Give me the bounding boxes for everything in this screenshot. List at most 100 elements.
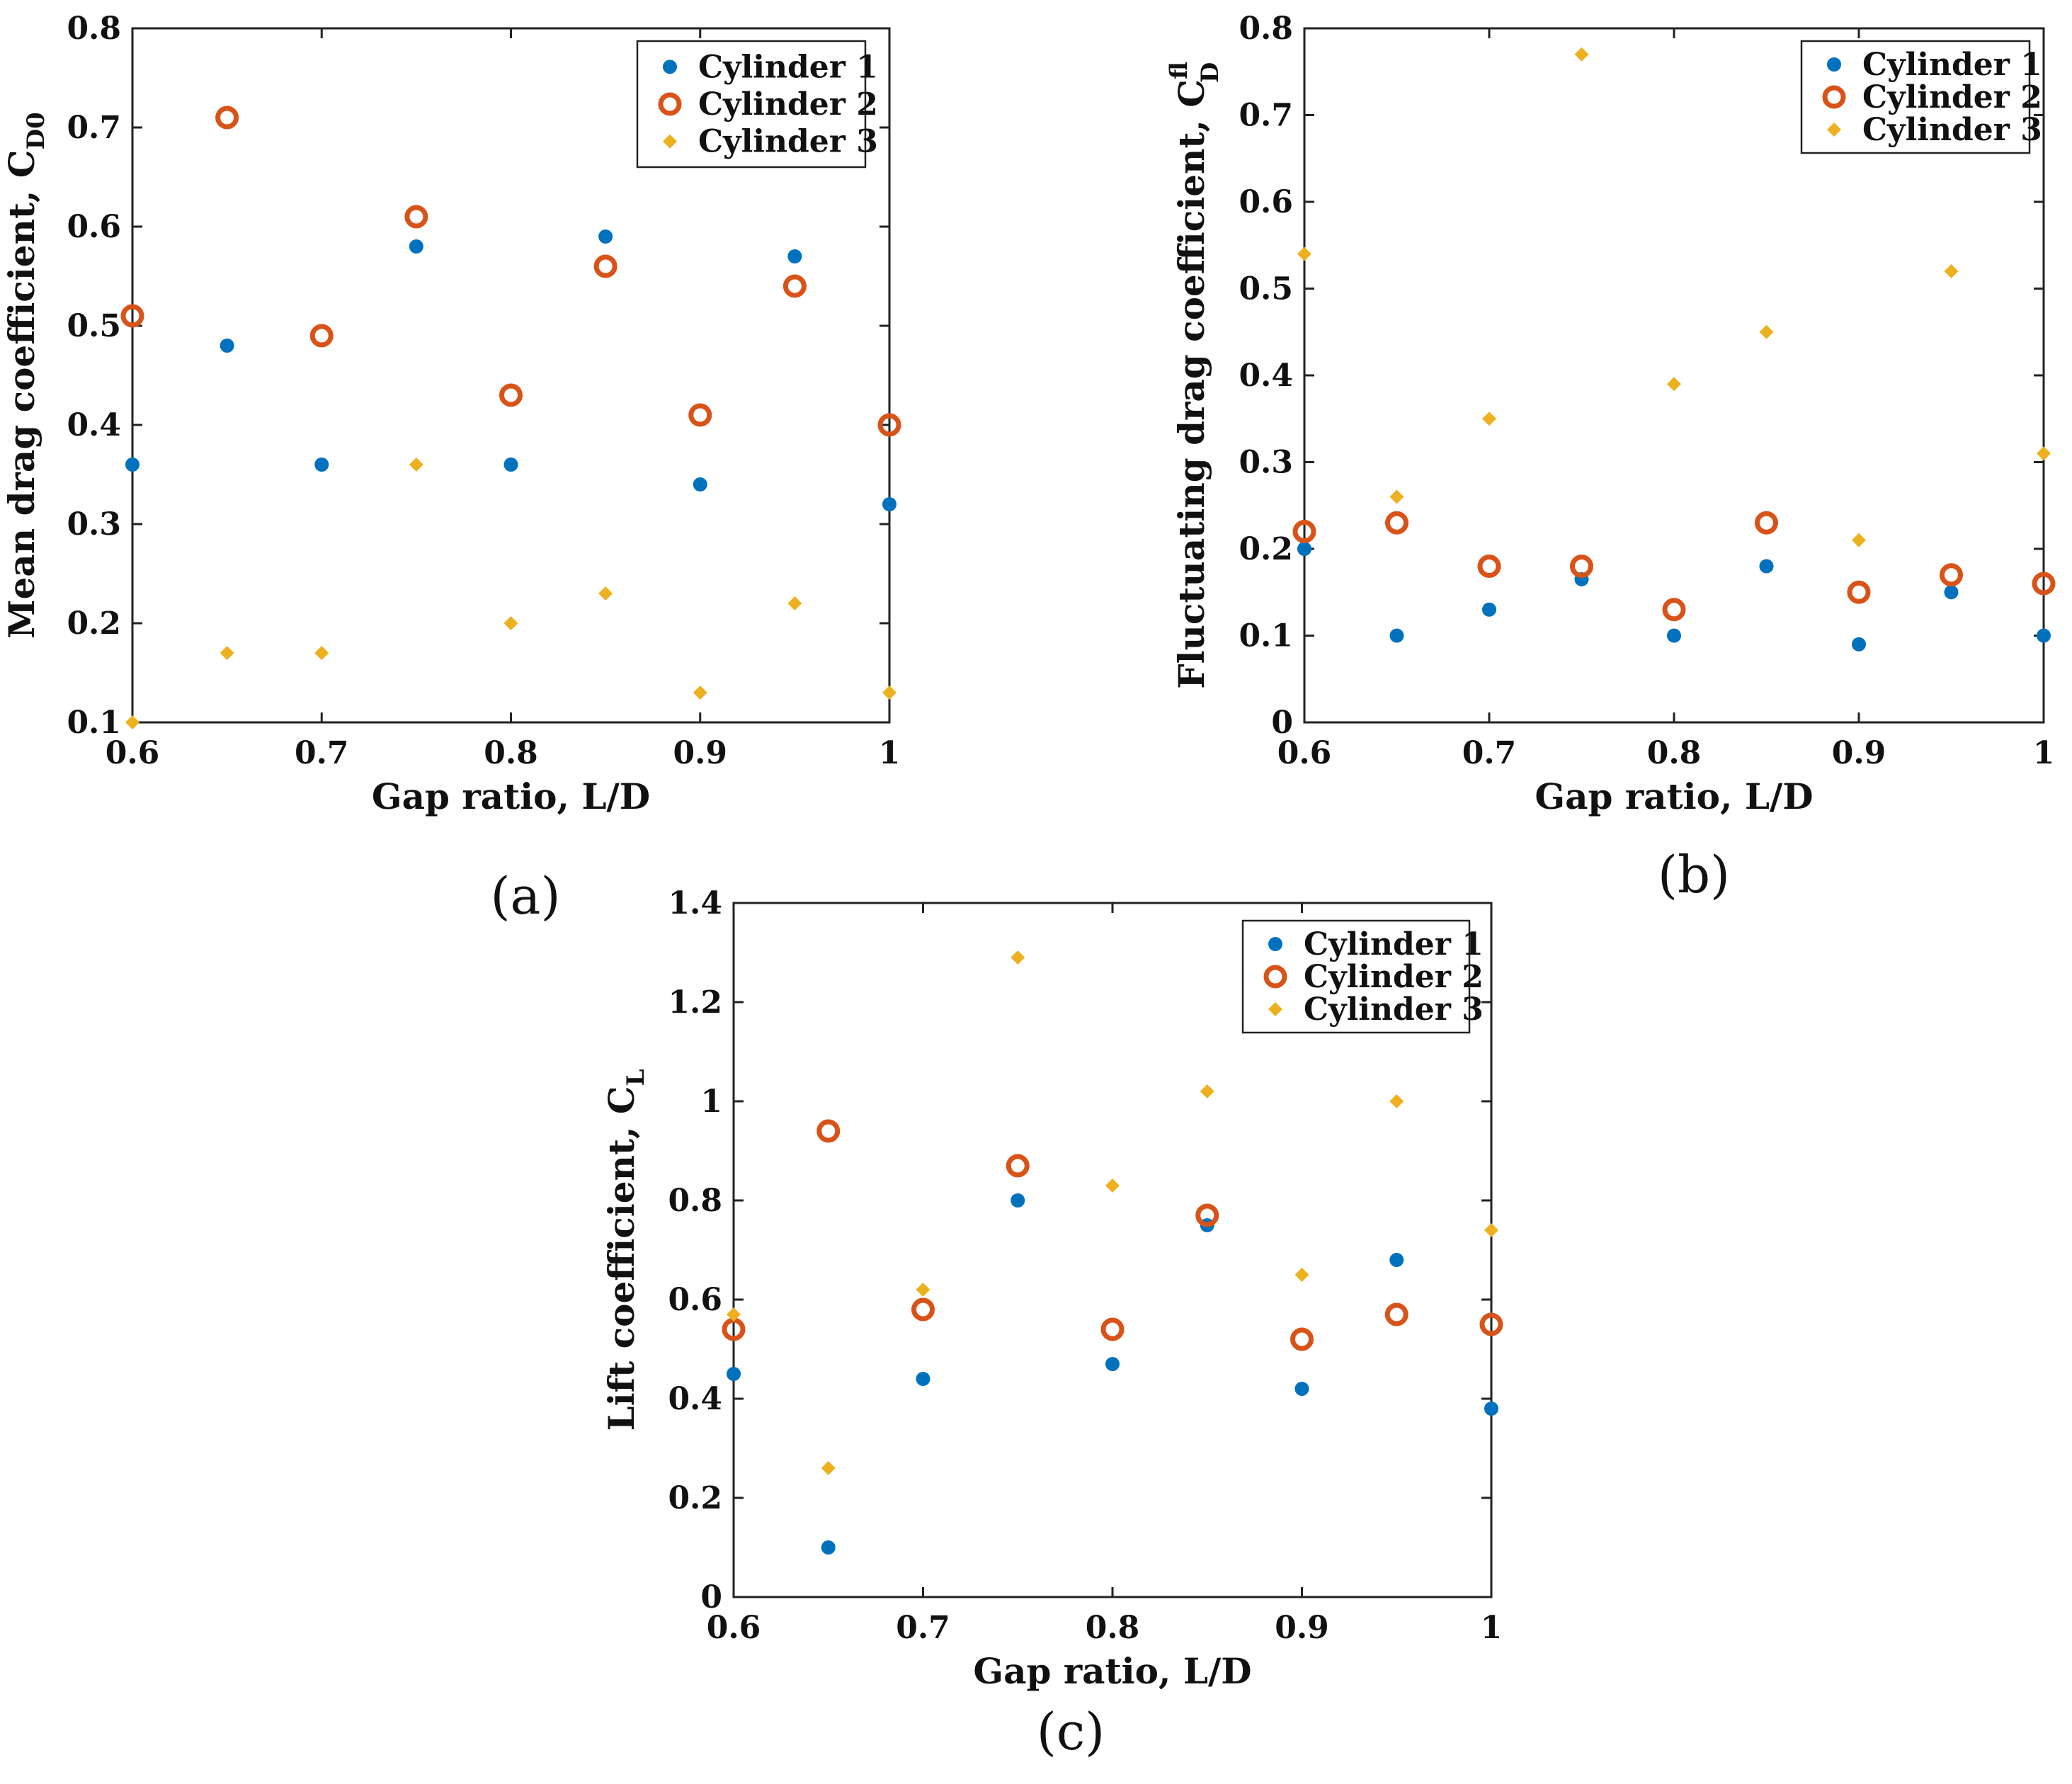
data-point xyxy=(1297,246,1311,261)
legend-entry-label: Cylinder 2 xyxy=(1304,959,1484,995)
data-point xyxy=(693,477,707,492)
panel-label: (a) xyxy=(490,866,560,926)
data-point xyxy=(877,413,901,437)
x-tick-label: 0.6 xyxy=(106,735,160,771)
legend-marker xyxy=(1268,937,1282,951)
x-axis-label: Gap ratio, L/D xyxy=(372,775,650,817)
data-point xyxy=(727,1307,741,1322)
series-cylinder-1 xyxy=(125,229,896,511)
x-tick-label: 1 xyxy=(879,735,901,771)
data-point xyxy=(1484,1223,1498,1237)
data-point xyxy=(314,646,329,660)
data-point xyxy=(1759,324,1774,339)
data-point xyxy=(1385,511,1408,535)
data-point xyxy=(1662,598,1686,622)
data-point xyxy=(598,229,613,244)
data-point xyxy=(1297,542,1311,556)
x-tick-label: 0.6 xyxy=(707,1610,761,1646)
data-point xyxy=(409,458,423,472)
y-tick-label: 0.3 xyxy=(67,506,121,542)
data-point xyxy=(1667,628,1681,643)
series-cylinder-3 xyxy=(125,458,896,729)
data-point xyxy=(1294,1382,1309,1396)
panel-c-chart: 0.6 0.7 0.8 0.9 1 0 0.2 0.4 0.6 0.8 1 1.2 1.4 Gap rat… xyxy=(600,885,1503,1761)
legend-box xyxy=(1800,40,2031,154)
series-cylinder-2 xyxy=(120,106,901,437)
data-point xyxy=(220,339,234,353)
series-cylinder-2 xyxy=(1292,511,2056,622)
data-point xyxy=(882,497,896,511)
legend-entry-label: Cylinder 1 xyxy=(1304,926,1484,962)
data-point xyxy=(1852,637,1866,652)
data-point xyxy=(1852,533,1866,547)
y-tick-label: 0.7 xyxy=(1239,98,1293,134)
x-tick-label: 0.7 xyxy=(896,1610,950,1646)
data-point xyxy=(309,324,334,348)
y-axis-label: Lift coefficient, CL xyxy=(600,1069,650,1431)
series-cylinder-2 xyxy=(722,1119,1503,1351)
x-tick-label: 0.9 xyxy=(1275,1610,1329,1646)
data-point xyxy=(727,1367,741,1381)
data-point xyxy=(1105,1178,1120,1193)
legend-marker xyxy=(1827,123,1841,137)
y-tick-label: 0.1 xyxy=(67,705,121,741)
data-point xyxy=(1389,489,1404,504)
data-point xyxy=(1667,377,1681,392)
x-tick-label: 0.8 xyxy=(1086,1610,1140,1646)
y-axis-label-text: Lift coefficient, C xyxy=(600,1086,642,1431)
data-point xyxy=(1944,585,1959,600)
x-tick-label: 0.9 xyxy=(673,735,727,771)
data-point xyxy=(215,106,239,130)
data-point xyxy=(1389,1253,1404,1267)
legend-entry-label: Cylinder 1 xyxy=(1862,47,2042,83)
data-point xyxy=(1006,1154,1030,1178)
data-point xyxy=(593,254,617,278)
x-axis-label: Gap ratio, L/D xyxy=(973,1650,1251,1692)
data-point xyxy=(1389,1094,1404,1108)
data-point xyxy=(1294,1268,1309,1282)
data-point xyxy=(1482,411,1496,426)
x-tick-label: 0.9 xyxy=(1832,735,1886,771)
x-tick-label: 1 xyxy=(1481,1610,1503,1646)
legend-entry-label: Cylinder 3 xyxy=(698,124,878,160)
data-point xyxy=(1292,520,1316,543)
x-axis-label: Gap ratio, L/D xyxy=(1535,775,1813,817)
data-point xyxy=(1011,1193,1025,1208)
panel-label: (b) xyxy=(1658,845,1730,904)
y-tick-label: 0.6 xyxy=(67,209,121,245)
legend-marker xyxy=(663,59,677,74)
y-tick-label: 0 xyxy=(700,1579,722,1615)
data-point xyxy=(503,616,518,630)
series-cylinder-1 xyxy=(1297,542,2051,652)
y-axis-label-text: Mean drag coefficient, C xyxy=(1,149,42,638)
x-tick-label: 0.8 xyxy=(484,735,538,771)
data-point xyxy=(409,239,423,254)
legend-entry-label: Cylinder 1 xyxy=(698,49,878,85)
legend-marker xyxy=(663,134,677,149)
data-point xyxy=(1847,580,1871,604)
legend-marker xyxy=(1827,57,1841,72)
panel-b-chart: 0.6 0.7 0.8 0.9 1 0 0.1 0.2 0.3 0.4 0.5 0.6 0.7 0.8 Ga… xyxy=(1165,11,2056,904)
legend-box xyxy=(636,40,867,169)
data-point xyxy=(1011,950,1025,965)
y-tick-label: 0.5 xyxy=(67,308,121,344)
x-tick-label: 1 xyxy=(2033,735,2055,771)
x-tick-label: 0.6 xyxy=(1277,735,1332,771)
y-tick-label: 0.1 xyxy=(1239,618,1293,654)
data-point xyxy=(821,1461,836,1475)
data-point xyxy=(404,205,428,229)
data-point xyxy=(1570,555,1593,578)
y-tick-label: 0.8 xyxy=(67,11,121,47)
y-tick-label: 0.2 xyxy=(1239,531,1293,567)
y-axis-label: Mean drag coefficient, CD0 xyxy=(1,112,50,639)
data-point xyxy=(1105,1357,1120,1371)
data-point xyxy=(787,596,802,610)
data-point xyxy=(125,458,140,472)
data-point xyxy=(1477,555,1501,578)
data-point xyxy=(2037,446,2051,461)
legend-marker xyxy=(1268,1002,1282,1016)
data-point xyxy=(1482,602,1496,617)
